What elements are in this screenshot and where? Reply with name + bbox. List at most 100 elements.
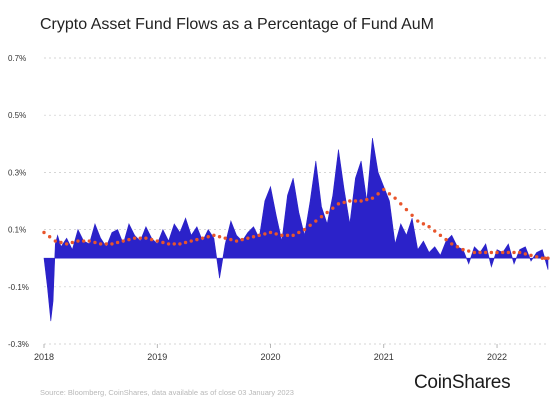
flows-area	[43, 138, 549, 322]
trend-point	[115, 240, 120, 245]
trend-point	[149, 237, 154, 242]
trend-point	[138, 236, 142, 240]
trend-point	[70, 240, 75, 245]
trend-point	[546, 256, 550, 260]
trend-point	[410, 213, 414, 217]
x-tick-label: 2022	[487, 352, 507, 362]
trend-point	[195, 237, 199, 242]
trend-point	[172, 242, 176, 246]
trend-point	[438, 233, 443, 238]
trend-point	[274, 232, 278, 236]
trend-point	[387, 192, 392, 196]
trend-point	[76, 239, 80, 243]
trend-point	[308, 223, 312, 228]
trend-point	[229, 237, 233, 242]
trend-point	[478, 250, 482, 255]
trend-point	[121, 239, 125, 243]
trend-point	[251, 235, 256, 239]
trend-point	[467, 249, 471, 253]
trend-point	[359, 199, 363, 203]
trend-point	[285, 233, 290, 238]
trend-point	[353, 199, 358, 203]
flows-area-layer	[43, 138, 549, 322]
trend-point	[455, 245, 460, 249]
trend-point	[512, 250, 516, 255]
trend-point	[523, 252, 528, 256]
trend-point	[155, 239, 159, 243]
trend-point	[302, 227, 307, 232]
trend-point	[104, 242, 108, 246]
trend-point	[246, 236, 250, 240]
trend-point	[393, 196, 397, 200]
trend-point	[543, 256, 547, 260]
trend-point	[268, 230, 273, 235]
trend-point	[53, 239, 58, 243]
trend-point	[348, 199, 352, 203]
trend-point	[127, 237, 131, 242]
trend-point	[183, 240, 188, 245]
x-tick-label: 2021	[374, 352, 394, 362]
trend-point	[132, 236, 137, 240]
trend-point	[399, 202, 403, 206]
trend-point	[189, 239, 193, 243]
y-tick-label: 0.3%	[8, 168, 26, 177]
trend-point	[280, 233, 284, 238]
trend-point	[427, 225, 431, 229]
y-tick-label: 0.5%	[8, 111, 26, 120]
trend-point	[416, 219, 420, 223]
source-note: Source: Bloomberg, CoinShares, data avai…	[40, 388, 294, 397]
trend-point	[489, 250, 494, 255]
trend-point	[500, 250, 505, 255]
trend-point	[534, 255, 539, 259]
trend-point	[314, 219, 318, 223]
trend-point	[234, 239, 239, 243]
trend-point	[484, 250, 488, 255]
trend-point	[223, 236, 227, 240]
trend-point	[529, 253, 533, 258]
trend-point	[161, 240, 165, 245]
x-axis-ticks: 2018 2019 2020 2021 2022	[34, 344, 507, 362]
trend-point	[212, 233, 216, 238]
x-tick-label: 2019	[147, 352, 167, 362]
trend-point	[110, 242, 114, 246]
trend-point	[319, 215, 324, 219]
y-tick-label: 0.1%	[8, 226, 26, 235]
trend-point	[178, 242, 182, 246]
x-tick-label: 2018	[34, 352, 54, 362]
trend-point	[461, 247, 465, 252]
trend-point	[450, 242, 454, 246]
trend-dots-layer	[42, 187, 550, 260]
trend-point	[217, 235, 222, 239]
trend-point	[472, 250, 477, 255]
trend-point	[144, 236, 148, 240]
trend-point	[206, 235, 210, 239]
trend-point	[370, 196, 375, 200]
trend-point	[98, 242, 103, 246]
trend-point	[506, 250, 511, 255]
trend-point	[200, 236, 205, 240]
trend-point	[331, 206, 335, 210]
trend-point	[342, 200, 346, 205]
y-tick-label: -0.3%	[8, 340, 29, 349]
trend-point	[166, 242, 171, 246]
y-tick-label: 0.7%	[8, 54, 26, 63]
trend-point	[93, 240, 97, 245]
trend-point	[291, 233, 295, 238]
trend-point	[81, 239, 86, 243]
x-tick-label: 2020	[261, 352, 281, 362]
trend-point	[59, 240, 63, 245]
trend-point	[42, 230, 46, 235]
trend-point	[540, 256, 545, 260]
chart-title: Crypto Asset Fund Flows as a Percentage …	[40, 16, 434, 33]
trend-point	[433, 229, 437, 233]
trend-point	[87, 239, 92, 243]
trend-point	[517, 250, 522, 255]
trend-point	[64, 242, 69, 246]
trend-point	[240, 237, 244, 242]
coinshares-logo: CoinShares	[414, 372, 511, 393]
trend-point	[444, 237, 448, 242]
trend-point	[325, 210, 329, 215]
trend-point	[365, 197, 369, 202]
trend-point	[47, 235, 52, 239]
